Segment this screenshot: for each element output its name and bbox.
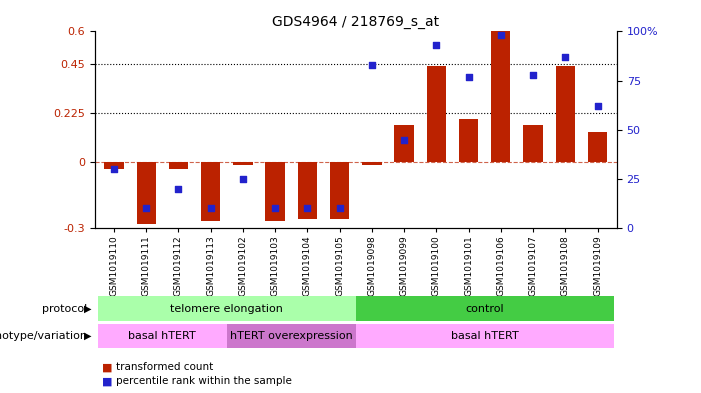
Text: basal hTERT: basal hTERT [128, 331, 196, 341]
Bar [459, 119, 478, 162]
Bar [356, 296, 613, 321]
Bar [588, 132, 607, 162]
Title: GDS4964 / 218769_s_at: GDS4964 / 218769_s_at [272, 15, 440, 29]
Text: telomere elongation: telomere elongation [170, 303, 283, 314]
Bar [362, 162, 381, 165]
Text: ■: ■ [102, 376, 112, 386]
Point [109, 166, 120, 172]
Bar [427, 66, 446, 162]
Bar [356, 324, 613, 348]
Text: hTERT overexpression: hTERT overexpression [230, 331, 353, 341]
Point [270, 205, 281, 211]
Point [398, 136, 409, 143]
Text: transformed count: transformed count [116, 362, 213, 373]
Point [334, 205, 346, 211]
Text: ▶: ▶ [83, 303, 91, 314]
Point [463, 73, 474, 80]
Bar [298, 162, 317, 219]
Point [559, 54, 571, 60]
Point [238, 176, 249, 182]
Bar [395, 125, 414, 162]
Bar [201, 162, 220, 221]
Bar [98, 324, 227, 348]
Point [302, 205, 313, 211]
Bar [491, 31, 510, 162]
Bar [556, 66, 575, 162]
Bar [330, 162, 349, 219]
Text: protocol: protocol [42, 303, 88, 314]
Point [366, 62, 377, 68]
Point [173, 185, 184, 192]
Point [527, 72, 538, 78]
Bar [524, 125, 543, 162]
Point [592, 103, 603, 109]
Bar [137, 162, 156, 224]
Bar [169, 162, 188, 169]
Text: genotype/variation: genotype/variation [0, 331, 88, 341]
Point [495, 32, 506, 39]
Point [141, 205, 152, 211]
Bar [266, 162, 285, 221]
Bar [98, 296, 356, 321]
Text: ▶: ▶ [83, 331, 91, 341]
Text: percentile rank within the sample: percentile rank within the sample [116, 376, 292, 386]
Text: basal hTERT: basal hTERT [451, 331, 519, 341]
Text: control: control [465, 303, 504, 314]
Bar [104, 162, 123, 169]
Point [430, 42, 442, 48]
Point [205, 205, 217, 211]
Bar [227, 324, 356, 348]
Bar [233, 162, 252, 165]
Text: ■: ■ [102, 362, 112, 373]
